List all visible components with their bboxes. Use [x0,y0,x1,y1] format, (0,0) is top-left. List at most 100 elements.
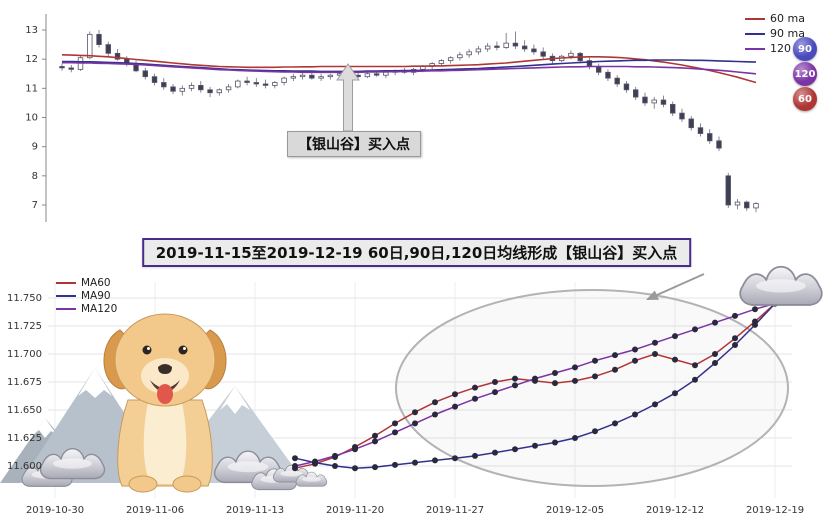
candle [503,42,509,48]
y-tick-label: 11.700 [7,349,42,360]
candle [327,74,334,78]
MA60-point [672,356,678,363]
MA120-point [372,438,378,445]
badge-90ma: 90 [793,37,817,61]
ma-series-layer [292,300,778,472]
candle [309,74,315,79]
MA60-point [512,375,518,382]
x-tick-label: 2019-12-05 [546,505,604,516]
legend-swatch-60ma [745,17,765,20]
y-tick-label: 13 [25,25,38,36]
MA90-point [632,411,638,418]
60-ma-line [61,54,757,84]
legend-label-MA120: MA120 [81,302,118,315]
highlight-ellipse [395,289,789,487]
MA60-point [432,399,438,406]
MA60-point [572,377,578,384]
candle [531,48,537,53]
MA60-point [652,351,658,357]
legend-swatch-MA120 [56,307,76,310]
MA60-point [732,335,738,342]
x-tick-label: 2019-12-19 [746,505,804,516]
y-tick-label: 11.750 [7,293,42,304]
MA60-point [592,373,598,380]
candle [281,77,287,83]
candle [438,60,445,64]
candle [623,83,630,91]
MA120-point [392,429,398,436]
candle [734,201,741,206]
buy-point-annotation-label: 【银山谷】买入点 [298,137,410,153]
MA90-point [552,439,558,446]
candle [225,86,232,91]
MA90-point [452,455,458,462]
candle [364,73,371,78]
candle [595,66,602,73]
candle [373,73,380,76]
candle [651,99,657,104]
candle [633,89,639,98]
MA120-point [732,312,738,319]
MA120-point [472,395,478,402]
MA90-point [672,390,678,397]
MA90-point [712,360,718,366]
candle [68,67,74,70]
x-tick-label: 2019-11-13 [226,505,284,516]
candle [707,133,713,142]
MA60-point [412,409,418,416]
candle [198,85,204,91]
y-tick-label: 11.725 [7,321,42,332]
candle [447,57,454,62]
top-y-axis: 7 8 9 10 11 12 13 [25,14,47,222]
MA90-point [752,321,758,328]
legend-label-MA60: MA60 [81,276,111,289]
candle [207,89,213,94]
120-ma-line [62,61,757,75]
candle [679,112,685,120]
candle [494,45,500,48]
dog-image [103,313,227,493]
x-tick-label: 2019-11-27 [426,505,484,516]
legend-swatch-120ma [745,47,765,50]
candle [540,51,546,57]
y-tick-label: 8 [32,171,38,182]
MA120-point [452,403,458,410]
candle [512,42,519,47]
figure-title-banner: 2019-11-15至2019-12-19 60日,90日,120日均线形成【银… [141,238,692,267]
candle [262,83,269,86]
legend-item-MA90: MA90 [56,289,117,302]
candle [521,45,528,50]
candle [614,77,620,85]
arrow-to-ellipse-icon [646,273,705,300]
MA90-point [692,376,698,383]
candle [466,51,472,56]
MA60-point [372,432,378,439]
badge-60ma: 60 [793,87,817,111]
MA60-point [452,391,458,398]
buy-point-annotation: 【银山谷】买入点 [287,131,421,157]
y-tick-label: 9 [32,142,38,153]
y-tick-label: 10 [25,113,38,124]
MA90-point [512,446,518,453]
candle [179,87,185,92]
MA60-point [392,420,398,427]
ma-lines-layer [61,54,757,84]
candle [670,103,676,114]
candle [105,44,111,54]
MA60-point [612,366,618,373]
legend-label-60ma: 60 ma [770,12,805,25]
candle [753,203,759,209]
x-tick-label: 2019-11-20 [326,505,384,516]
y-tick-label: 7 [32,200,38,211]
MA60-point [712,351,718,357]
candle [142,70,148,78]
ma-end-badges: 90 120 60 [793,37,817,112]
MA90-point [352,465,358,472]
MA90-point [492,449,498,456]
MA120-point [492,389,498,396]
bottom-axes: 11.600 11.625 11.650 11.675 11.700 11.725 11.7… [7,293,804,516]
legend-swatch-90ma [745,32,765,35]
badge-120ma-label: 120 [794,68,816,80]
MA120-point [552,370,558,376]
